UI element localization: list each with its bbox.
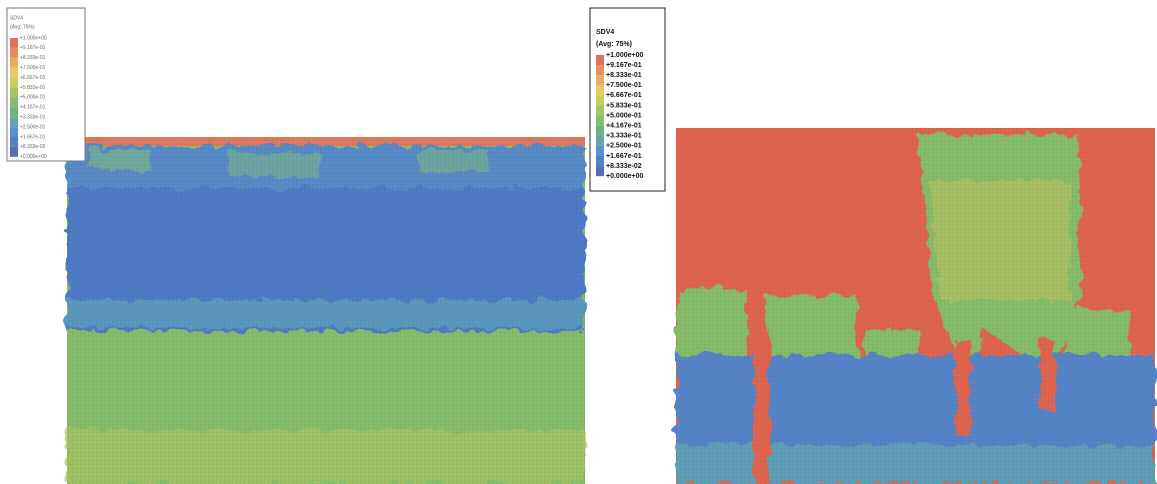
legend-swatch bbox=[10, 137, 18, 147]
legend-label: +4.167e-01 bbox=[606, 123, 642, 130]
legend-swatch bbox=[596, 55, 604, 65]
legend-label: +2.500e-01 bbox=[20, 124, 46, 130]
legend-label: +5.833e-01 bbox=[606, 102, 642, 109]
legend-label: +9.167e-01 bbox=[20, 45, 46, 51]
right-contour-plot bbox=[676, 128, 1155, 484]
legend-box bbox=[7, 8, 85, 161]
legend-label: +1.667e-01 bbox=[606, 153, 642, 160]
legend-subtitle: (Avg: 75%) bbox=[596, 41, 632, 48]
legend-swatch bbox=[596, 65, 604, 75]
legend-subtitle: (Avg: 75%) bbox=[10, 24, 35, 30]
legend-swatch bbox=[596, 156, 604, 166]
legend-swatch bbox=[10, 97, 18, 107]
legend-swatch bbox=[10, 117, 18, 127]
legend-label: +7.500e-01 bbox=[606, 82, 642, 89]
legend-label: +8.333e-01 bbox=[606, 72, 642, 79]
legend-swatch bbox=[596, 146, 604, 156]
legend-label: +4.167e-01 bbox=[20, 105, 46, 111]
legend-label: +8.333e-01 bbox=[20, 55, 46, 61]
legend-label: +2.500e-01 bbox=[606, 143, 642, 150]
legend-swatch bbox=[10, 38, 18, 48]
legend-label: +3.333e-01 bbox=[20, 115, 46, 121]
legend-swatch bbox=[10, 68, 18, 78]
legend-swatch bbox=[596, 166, 604, 176]
legend-label: +1.000e+00 bbox=[20, 35, 47, 41]
left-contour-plot bbox=[67, 137, 585, 484]
legend-label: +5.000e-01 bbox=[20, 95, 46, 101]
legend-swatch bbox=[596, 126, 604, 136]
legend-label: +5.000e-01 bbox=[606, 112, 642, 119]
legend-swatch bbox=[10, 147, 18, 157]
legend-swatch bbox=[596, 95, 604, 105]
legend-swatch bbox=[596, 136, 604, 146]
legend-label: +9.167e-01 bbox=[606, 62, 642, 69]
legend-label: +7.500e-01 bbox=[20, 65, 46, 71]
legend-label: +0.000e+00 bbox=[606, 173, 643, 180]
legend-label: +6.667e-01 bbox=[20, 75, 46, 81]
legend-swatch bbox=[10, 58, 18, 68]
legend-label: +8.333e-02 bbox=[606, 163, 642, 170]
legend-swatch bbox=[10, 48, 18, 58]
legend-swatch bbox=[10, 78, 18, 88]
legend-swatch bbox=[10, 88, 18, 98]
legend-swatch bbox=[10, 127, 18, 137]
legend-label: +6.667e-01 bbox=[606, 92, 642, 99]
figure: SDV4 (Avg: 75%) +1.000e+00 +9.167e-01 +8.333… bbox=[0, 0, 1157, 484]
legend-swatch bbox=[596, 85, 604, 95]
legend-label: +1.667e-01 bbox=[20, 134, 46, 140]
legend-swatch bbox=[596, 116, 604, 126]
legend-swatch bbox=[10, 107, 18, 117]
legend-label: +1.000e+00 bbox=[606, 52, 643, 59]
legend-label: +0.000e+00 bbox=[20, 154, 47, 160]
legend-swatch bbox=[596, 106, 604, 116]
legend-label: +3.333e-01 bbox=[606, 133, 642, 140]
legend-swatch bbox=[596, 75, 604, 85]
legend-title: SDV4 bbox=[10, 15, 23, 21]
legend-label: +8.333e-02 bbox=[20, 144, 46, 150]
legend-label: +5.833e-01 bbox=[20, 85, 46, 91]
legend-title: SDV4 bbox=[596, 29, 614, 36]
